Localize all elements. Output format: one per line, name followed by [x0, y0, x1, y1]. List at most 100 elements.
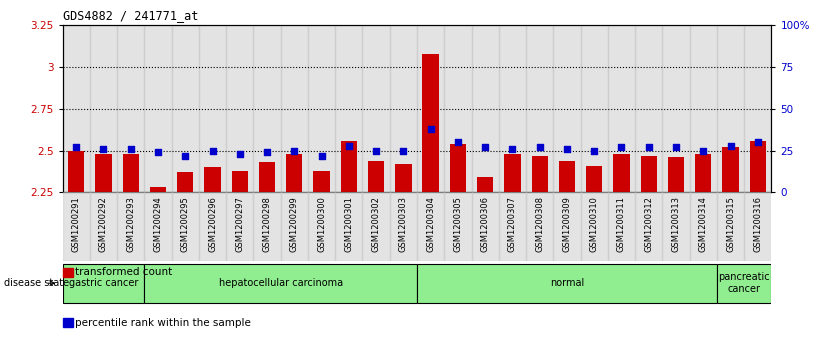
Bar — [172, 192, 198, 261]
Bar — [559, 161, 575, 192]
Point — [751, 139, 765, 145]
Text: pancreatic
cancer: pancreatic cancer — [718, 272, 770, 294]
Bar — [232, 171, 248, 192]
Bar — [662, 25, 690, 192]
Bar — [695, 154, 711, 192]
Text: GSM1200305: GSM1200305 — [454, 196, 462, 252]
Bar — [717, 25, 744, 192]
Text: GSM1200302: GSM1200302 — [372, 196, 380, 252]
Point — [315, 153, 329, 159]
Point — [451, 139, 465, 145]
Point — [424, 126, 437, 132]
Bar — [150, 187, 166, 192]
Text: GSM1200309: GSM1200309 — [562, 196, 571, 252]
Bar — [417, 264, 717, 303]
Text: GSM1200303: GSM1200303 — [399, 196, 408, 252]
Bar — [198, 25, 226, 192]
Bar — [526, 192, 553, 261]
Text: GSM1200312: GSM1200312 — [644, 196, 653, 252]
Bar — [641, 156, 657, 192]
Bar — [68, 151, 84, 192]
Bar — [471, 25, 499, 192]
Text: GSM1200294: GSM1200294 — [153, 196, 163, 252]
Bar — [286, 154, 303, 192]
Bar — [499, 25, 526, 192]
Bar — [580, 25, 608, 192]
Point — [696, 148, 710, 154]
Text: GSM1200291: GSM1200291 — [72, 196, 81, 252]
Bar — [717, 192, 744, 261]
Bar — [335, 25, 363, 192]
Bar — [722, 147, 739, 192]
Bar — [389, 192, 417, 261]
Bar — [690, 25, 717, 192]
Bar — [389, 25, 417, 192]
Point — [234, 151, 247, 157]
Point — [505, 146, 519, 152]
Bar — [417, 25, 445, 192]
Text: GSM1200298: GSM1200298 — [263, 196, 272, 252]
Bar — [636, 192, 662, 261]
Bar — [445, 192, 471, 261]
Bar — [608, 192, 636, 261]
Bar — [580, 192, 608, 261]
Bar — [90, 192, 117, 261]
Bar — [608, 25, 636, 192]
Bar — [417, 192, 445, 261]
Bar — [204, 167, 221, 192]
Bar — [553, 25, 580, 192]
Bar — [423, 54, 439, 192]
Bar — [553, 192, 580, 261]
Text: GSM1200304: GSM1200304 — [426, 196, 435, 252]
Text: hepatocellular carcinoma: hepatocellular carcinoma — [219, 278, 343, 288]
Point — [260, 150, 274, 155]
Point — [206, 148, 219, 154]
Bar — [363, 192, 389, 261]
Bar — [259, 162, 275, 192]
Bar — [281, 25, 308, 192]
Bar — [750, 140, 766, 192]
Bar — [198, 192, 226, 261]
Bar — [144, 192, 172, 261]
Bar — [254, 25, 281, 192]
Bar — [477, 178, 494, 192]
Bar — [395, 164, 411, 192]
Point — [369, 148, 383, 154]
Bar — [526, 25, 553, 192]
Text: GSM1200293: GSM1200293 — [126, 196, 135, 252]
Text: GSM1200315: GSM1200315 — [726, 196, 735, 252]
Bar — [744, 192, 771, 261]
Text: normal: normal — [550, 278, 584, 288]
Bar — [531, 156, 548, 192]
Bar — [636, 25, 662, 192]
Bar — [340, 140, 357, 192]
Point — [615, 144, 628, 150]
Text: GSM1200311: GSM1200311 — [617, 196, 626, 252]
Text: GSM1200292: GSM1200292 — [99, 196, 108, 252]
Bar — [63, 192, 90, 261]
Bar — [308, 25, 335, 192]
Bar — [662, 192, 690, 261]
Point — [560, 146, 574, 152]
Bar — [281, 192, 308, 261]
Text: GSM1200297: GSM1200297 — [235, 196, 244, 252]
Point — [97, 146, 110, 152]
Bar — [613, 154, 630, 192]
Point — [397, 148, 410, 154]
Text: GSM1200316: GSM1200316 — [753, 196, 762, 252]
Bar — [144, 264, 417, 303]
Text: GSM1200314: GSM1200314 — [699, 196, 708, 252]
Bar — [586, 166, 602, 192]
Text: GSM1200296: GSM1200296 — [208, 196, 217, 252]
Text: GSM1200310: GSM1200310 — [590, 196, 599, 252]
Point — [288, 148, 301, 154]
Bar — [226, 192, 254, 261]
Text: percentile rank within the sample: percentile rank within the sample — [75, 318, 251, 328]
Bar — [335, 192, 363, 261]
Bar — [505, 154, 520, 192]
Bar — [63, 264, 144, 303]
Bar — [690, 192, 717, 261]
Point — [69, 144, 83, 150]
Text: GSM1200301: GSM1200301 — [344, 196, 354, 252]
Point — [533, 144, 546, 150]
